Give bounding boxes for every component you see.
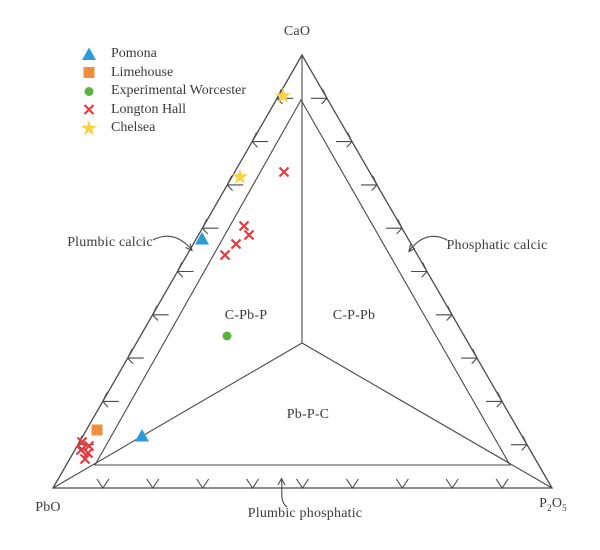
vertex-label-pbo: PbO bbox=[35, 500, 61, 515]
tick-bottom bbox=[146, 478, 160, 489]
legend-item-label: Pomona bbox=[111, 46, 157, 62]
vertex-label-cao: CaO bbox=[283, 24, 311, 39]
tick-right bbox=[486, 392, 503, 408]
tick-bottom bbox=[345, 478, 359, 489]
p2o5-base2: O bbox=[551, 496, 563, 511]
zone-label-phosphatic-calcic: Phosphatic calcic bbox=[446, 238, 548, 253]
tick-bottom bbox=[196, 478, 210, 489]
legend-item-label: Limehouse bbox=[111, 64, 174, 80]
tick-left bbox=[201, 218, 219, 235]
chelsea-marker-icon bbox=[80, 119, 98, 136]
p2o5-sub2: 5 bbox=[562, 502, 567, 513]
tick-left bbox=[151, 305, 169, 321]
median-line bbox=[301, 342, 553, 489]
inner-triangle bbox=[94, 98, 511, 466]
plumbic-calcic-arrow-line bbox=[152, 235, 193, 251]
pomona-point bbox=[195, 232, 209, 245]
legend-item-pomona: Pomona bbox=[80, 45, 246, 64]
longton-hall-marker-shape bbox=[83, 104, 95, 116]
phosphatic-calcic-arrowhead-icon bbox=[408, 244, 416, 253]
longton-hall-point bbox=[79, 453, 91, 465]
tick-left bbox=[251, 132, 269, 148]
experimental-worcester-marker-icon bbox=[84, 86, 94, 96]
series-chelsea bbox=[231, 87, 292, 184]
series-experimental-worcester bbox=[222, 331, 232, 341]
longton-hall-point bbox=[238, 220, 250, 232]
plumbic-phosphatic-arrowhead-icon bbox=[277, 477, 286, 486]
longton-hall-marker-icon bbox=[83, 104, 95, 116]
chelsea-point bbox=[274, 87, 292, 103]
tick-right bbox=[336, 132, 353, 148]
legend-item-label: Longton Hall bbox=[111, 101, 187, 117]
tick-left bbox=[127, 348, 144, 365]
zone-label-plumbic-calcic: Plumbic calcic bbox=[67, 235, 153, 250]
series-longton-hall bbox=[75, 166, 290, 465]
tick-bottom bbox=[246, 478, 260, 489]
zone-label-plumbic-phosphatic: Plumbic phosphatic bbox=[247, 506, 363, 521]
legend-item-chelsea: Chelsea bbox=[80, 119, 246, 138]
region-label-c-pb-p: C-Pb-P bbox=[224, 308, 268, 323]
region-label-c-p-pb: C-P-Pb bbox=[332, 308, 376, 323]
tick-bottom bbox=[395, 478, 409, 489]
plumbic-phosphatic-arrow-line bbox=[280, 478, 288, 508]
tick-left bbox=[102, 392, 119, 408]
tick-right bbox=[411, 262, 428, 278]
median-line bbox=[52, 342, 303, 489]
phosphatic-calcic-arrow-line bbox=[408, 235, 448, 252]
tick-bottom bbox=[296, 478, 309, 489]
legend-item-longton-hall: Longton Hall bbox=[80, 101, 246, 120]
tick-right bbox=[436, 305, 453, 321]
plumbic-calcic-arrowhead-icon bbox=[185, 243, 193, 252]
phosphatic-calcic-arrow bbox=[408, 235, 448, 253]
tick-right bbox=[361, 175, 378, 191]
legend-item-limehouse: Limehouse bbox=[80, 64, 246, 83]
pomona-marker-shape bbox=[82, 47, 96, 60]
longton-hall-point bbox=[243, 229, 255, 241]
pomona-marker-icon bbox=[82, 47, 96, 60]
experimental-worcester-point bbox=[222, 331, 232, 341]
tick-right bbox=[386, 218, 403, 235]
p2o5-base1: P bbox=[539, 496, 548, 511]
experimental-worcester-marker-shape bbox=[84, 86, 94, 96]
limehouse-marker-shape bbox=[83, 67, 95, 79]
tick-bottom bbox=[96, 478, 110, 489]
legend: Pomona Limehouse Experimental Worcester Lon… bbox=[80, 45, 246, 138]
tick-right bbox=[461, 348, 478, 365]
longton-hall-point bbox=[219, 249, 231, 261]
longton-hall-point bbox=[82, 447, 94, 459]
pomona-point bbox=[135, 429, 149, 442]
series-limehouse bbox=[91, 424, 103, 436]
longton-hall-point bbox=[75, 444, 87, 456]
limehouse-marker-icon bbox=[83, 67, 95, 79]
chelsea-marker-shape bbox=[80, 119, 98, 136]
tick-bottom bbox=[445, 478, 459, 489]
p2o5-sub1: 2 bbox=[547, 502, 552, 513]
series-pomona bbox=[135, 232, 209, 442]
vertex-label-p2o5: P2O5 bbox=[539, 496, 567, 512]
limehouse-point bbox=[91, 424, 103, 436]
legend-item-experimental-worcester: Experimental Worcester bbox=[80, 82, 246, 101]
tick-left bbox=[226, 175, 244, 191]
longton-hall-point bbox=[230, 238, 242, 250]
legend-item-label: Chelsea bbox=[111, 120, 156, 136]
tick-right bbox=[311, 89, 328, 105]
chelsea-point bbox=[231, 168, 249, 184]
legend-item-label: Experimental Worcester bbox=[111, 83, 247, 99]
tick-bottom bbox=[495, 478, 509, 489]
plumbic-calcic-arrow bbox=[152, 235, 193, 252]
tick-left bbox=[176, 262, 194, 278]
plumbic-phosphatic-arrow bbox=[277, 477, 288, 508]
longton-hall-point bbox=[278, 166, 290, 178]
region-label-pb-p-c: Pb-P-C bbox=[286, 407, 330, 422]
tick-right bbox=[511, 435, 528, 451]
